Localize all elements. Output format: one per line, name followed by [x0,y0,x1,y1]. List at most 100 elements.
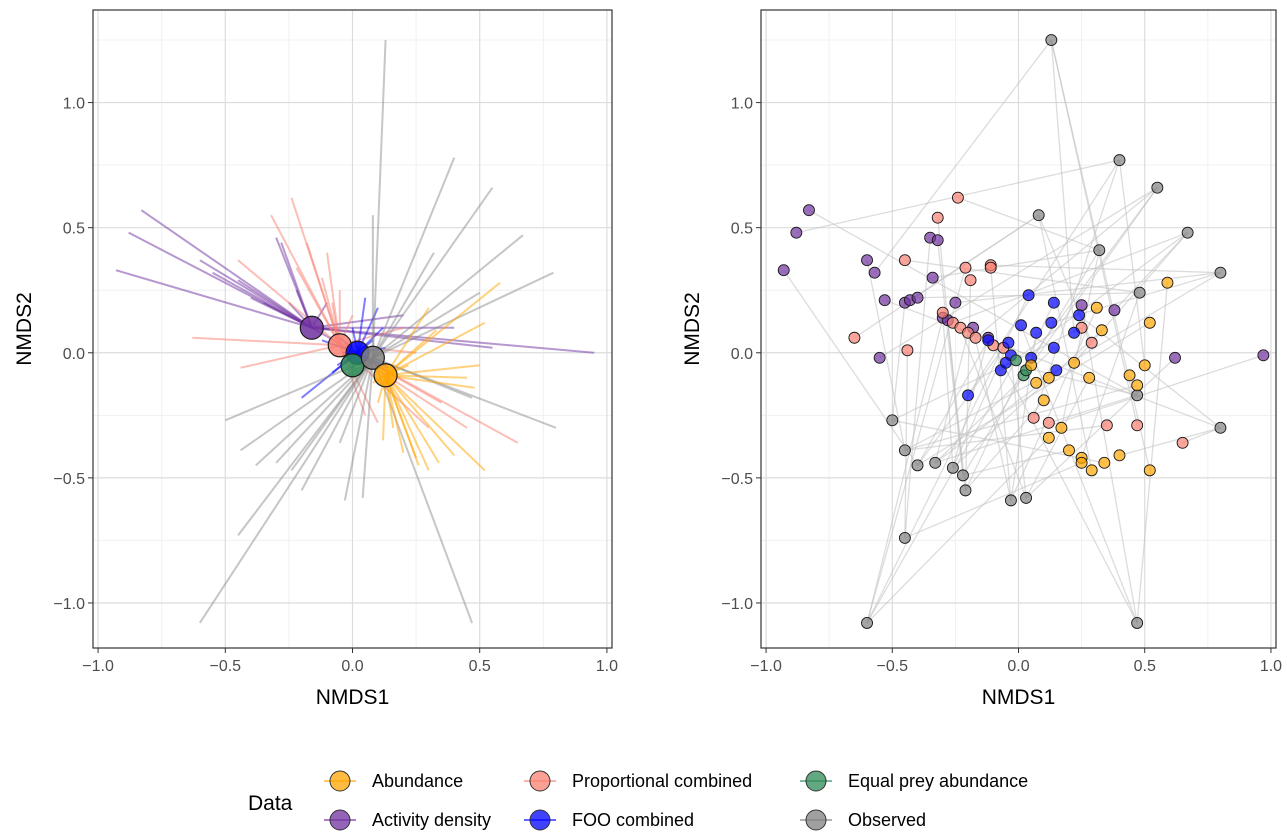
connector-line [866,437,1050,624]
point [1068,356,1080,369]
legend-key-swatch [329,770,351,792]
x-tick-label: 0.5 [1134,658,1156,675]
connector-line [916,347,1004,466]
spoke-line [372,356,557,429]
x-tick-label: 0.0 [1007,658,1029,675]
point [1131,389,1144,402]
point [929,456,942,469]
connector-line [904,237,931,538]
spoke-line [384,374,486,472]
point [1143,316,1156,329]
spoke-line [192,336,340,347]
legend-key-swatch [529,770,551,792]
point [964,274,977,287]
point [777,264,790,277]
connector-line [934,377,1050,464]
point [873,351,886,364]
connector-line [975,187,1158,339]
connector-line [874,39,1052,274]
point [949,296,962,309]
spoke-line [295,267,341,346]
spoke-line [115,269,313,329]
spoke-line [384,374,430,471]
connector-line [1060,250,1100,428]
spoke-line [237,279,313,329]
point [946,461,959,474]
point [1010,354,1022,367]
point [926,271,939,284]
point [959,261,972,274]
connector-line [1136,282,1169,624]
spoke-line [372,271,554,359]
point [790,226,803,239]
series-foo-combined [962,289,1086,402]
point [1022,289,1035,302]
spoke-line [199,357,374,624]
spoke-line [372,187,494,359]
point [861,254,873,267]
point [962,389,974,402]
connector-line [1000,232,1189,371]
centroid-equal-prey-abundance [340,353,365,378]
point [868,266,881,279]
connector-line [904,384,1138,451]
legend-item: Activity density [324,809,491,831]
panel-border [92,9,613,649]
point [861,617,873,629]
connector-line [942,312,954,468]
point [1032,209,1045,222]
spoke-line [300,357,374,491]
point [898,531,911,544]
connector-line [1035,272,1221,384]
point [1214,266,1227,279]
point [1025,359,1038,372]
connector-line [1030,187,1158,366]
point [969,331,982,344]
point [931,234,944,247]
connector-line [783,269,919,466]
spoke-line [384,307,430,376]
point [848,331,861,344]
spoke-line [384,374,440,464]
point [1113,154,1126,167]
point [1002,336,1015,349]
connector-line [1038,214,1093,344]
connector-line [916,339,989,466]
connector-line [866,317,944,624]
x-tick-label: −0.5 [876,658,908,675]
legend-key-swatch [529,809,551,831]
x-axis-title: NMDS1 [982,686,1056,709]
connector-line [967,159,1121,396]
point [898,254,911,267]
spoke-line [371,39,387,358]
legend-item: FOO combined [524,809,694,831]
connector-line [891,302,906,421]
connector-line [1025,249,1100,371]
x-tick-label: 1.0 [596,658,618,675]
point [1133,286,1146,299]
legend-label: Observed [848,810,926,830]
x-tick-label: 0.0 [341,658,363,675]
y-tick-label: −1.0 [53,596,85,613]
spoke-line [385,374,475,389]
x-axis-title: NMDS1 [316,686,390,709]
y-axis-title: NMDS2 [681,292,704,366]
x-tick-label: 1.0 [1260,658,1282,675]
point [886,414,899,427]
connector-line [955,272,1221,304]
point [1161,276,1174,289]
spoke-line [311,314,404,329]
point [1042,371,1055,384]
legend-label: Proportional combined [572,771,752,791]
point [1093,244,1106,257]
connector-line [854,214,1040,339]
point [1027,411,1040,424]
connector-line [904,259,1140,294]
spoke-line [338,357,374,444]
spoke-line [240,344,341,369]
legend-key-swatch [805,770,827,792]
y-axis-title: NMDS2 [13,292,36,366]
point [1045,34,1058,46]
point [878,294,891,307]
